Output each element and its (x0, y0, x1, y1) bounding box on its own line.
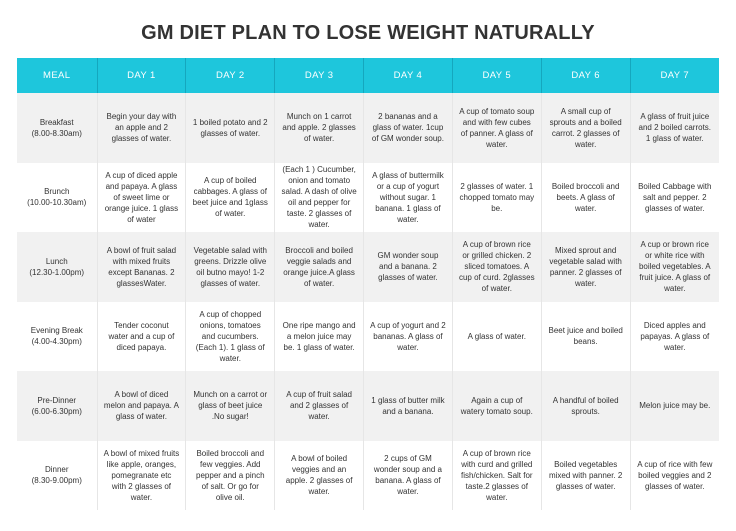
plan-cell: A glass of water. (451, 301, 542, 371)
meal-time: (6.00-6.30pm) (31, 406, 82, 416)
page-title: GM DIET PLAN TO LOSE WEIGHT NATURALLY (141, 22, 595, 44)
meal-time: (12.30-1.00pm) (29, 267, 85, 277)
header-day-2: DAY 2 (185, 58, 275, 93)
plan-cell: One ripe mango and a melon juice may be.… (274, 301, 364, 371)
meal-name: Evening Break (30, 326, 83, 336)
plan-cell: A bowl of mixed fruits like apple, orang… (96, 440, 186, 510)
plan-cell: Begin your day with an apple and 2 glass… (96, 93, 186, 163)
plan-cell: A cup of rice with few boiled veggies an… (629, 440, 719, 510)
meal-cell: Breakfast (8.00-8.30am) (17, 93, 97, 163)
plan-cell: A glass of fruit juice and 2 boiled carr… (629, 93, 719, 163)
plan-cell: A bowl of diced melon and papaya. A glas… (96, 371, 186, 441)
meal-time: (8.30-9.00pm) (31, 476, 82, 486)
plan-cell: Boiled Cabbage with salt and pepper. 2 g… (629, 162, 719, 232)
plan-cell: Broccoli and boiled veggie salads and or… (274, 232, 364, 302)
meal-time: (8.00-8.30am) (31, 128, 82, 138)
header-day-4: DAY 4 (363, 58, 453, 93)
table-row-breakfast: Breakfast (8.00-8.30am) Begin your day wi… (17, 93, 719, 163)
plan-cell: Mixed sprout and vegetable salad with pa… (540, 232, 631, 302)
header-day-5: DAY 5 (451, 58, 542, 93)
plan-cell: Munch on a carrot or glass of beet juice… (185, 371, 275, 441)
meal-name: Lunch (45, 256, 68, 266)
header-day-3: DAY 3 (274, 58, 364, 93)
table-row-dinner: Dinner (8.30-9.00pm) A bowl of mixed frui… (17, 440, 719, 510)
plan-cell: Vegetable salad with greens. Drizzle oli… (185, 232, 275, 302)
header-day-1: DAY 1 (96, 58, 186, 93)
table-body: Breakfast (8.00-8.30am) Begin your day wi… (17, 93, 719, 510)
plan-cell: A cup of diced apple and papaya. A glass… (96, 162, 186, 232)
table-header: MEAL DAY 1 DAY 2 DAY 3 DAY 4 DAY 5 DAY 6… (17, 58, 719, 93)
meal-time: (4.00-4.30pm) (31, 337, 82, 347)
plan-cell: Diced apples and papayas. A glass of wat… (629, 301, 719, 371)
meal-name: Dinner (44, 465, 69, 475)
meal-cell: Pre-Dinner (6.00-6.30pm) (17, 371, 97, 441)
meal-name: Breakfast (39, 117, 74, 127)
plan-cell: Tender coconut water and a cup of diced … (96, 301, 186, 371)
plan-cell: A cup of yogurt and 2 bananas. A glass o… (363, 301, 453, 371)
plan-cell: A handful of boiled sprouts. (540, 371, 631, 441)
plan-cell: Munch on 1 carrot and apple. 2 glasses o… (274, 93, 364, 163)
plan-cell: A cup of chopped onions, tomatoes and cu… (185, 301, 275, 371)
table-row-evening-break: Evening Break (4.00-4.30pm) Tender coconu… (17, 301, 719, 371)
plan-cell: A cup of brown rice or grilled chicken. … (451, 232, 542, 302)
meal-cell: Evening Break (4.00-4.30pm) (17, 301, 97, 371)
header-meal: MEAL (17, 58, 97, 93)
plan-cell: 2 cups of GM wonder soup and a banana. A… (363, 440, 453, 510)
plan-cell: 2 bananas and a glass of water. 1cup of … (363, 93, 453, 163)
plan-cell: A cup of brown rice with curd and grille… (451, 440, 542, 510)
table-row-pre-dinner: Pre-Dinner (6.00-6.30pm) A bowl of diced … (17, 371, 719, 441)
meal-time: (10.00-10.30am) (27, 198, 87, 208)
plan-cell: A cup of fruit salad and 2 glasses of wa… (274, 371, 364, 441)
plan-cell: A cup or brown rice or white rice with b… (629, 232, 719, 302)
table-row-lunch: Lunch (12.30-1.00pm) A bowl of fruit sala… (17, 232, 719, 302)
plan-cell: Boiled vegetables mixed with panner. 2 g… (540, 440, 631, 510)
header-row: MEAL DAY 1 DAY 2 DAY 3 DAY 4 DAY 5 DAY 6… (17, 58, 719, 93)
meal-cell: Lunch (12.30-1.00pm) (17, 232, 97, 302)
plan-cell: 1 glass of butter milk and a banana. (363, 371, 453, 441)
meal-name: Pre-Dinner (37, 395, 77, 405)
plan-cell: Again a cup of watery tomato soup. (451, 371, 542, 441)
plan-cell: Beet juice and boiled beans. (540, 301, 631, 371)
plan-cell: 1 boiled potato and 2 glasses of water. (185, 93, 275, 163)
table-row-brunch: Brunch (10.00-10.30am) A cup of diced app… (17, 162, 719, 232)
plan-cell: A bowl of boiled veggies and an apple. 2… (274, 440, 364, 510)
plan-cell: A glass of buttermilk or a cup of yogurt… (363, 162, 453, 232)
plan-cell: Boiled broccoli and beets. A glass of wa… (540, 162, 631, 232)
meal-cell: Brunch (10.00-10.30am) (17, 162, 97, 232)
plan-cell: GM wonder soup and a banana. 2 glasses o… (363, 232, 453, 302)
plan-cell: 2 glasses of water. 1 chopped tomato may… (451, 162, 542, 232)
plan-cell: A cup of tomato soup and with few cubes … (451, 93, 542, 163)
plan-cell: A small cup of sprouts and a boiled carr… (540, 93, 631, 163)
header-day-7: DAY 7 (629, 58, 719, 93)
meal-cell: Dinner (8.30-9.00pm) (17, 440, 97, 510)
header-day-6: DAY 6 (540, 58, 631, 93)
plan-cell: (Each 1 ) Cucumber, onion and tomato sal… (274, 162, 364, 232)
plan-cell: Boiled broccoli and few veggies. Add pep… (185, 440, 275, 510)
meal-name: Brunch (44, 187, 70, 197)
plan-cell: A cup of boiled cabbages. A glass of bee… (185, 162, 275, 232)
diet-plan-table: MEAL DAY 1 DAY 2 DAY 3 DAY 4 DAY 5 DAY 6… (17, 58, 719, 510)
plan-cell: A bowl of fruit salad with mixed fruits … (96, 232, 186, 302)
plan-cell: Melon juice may be. (629, 371, 719, 441)
